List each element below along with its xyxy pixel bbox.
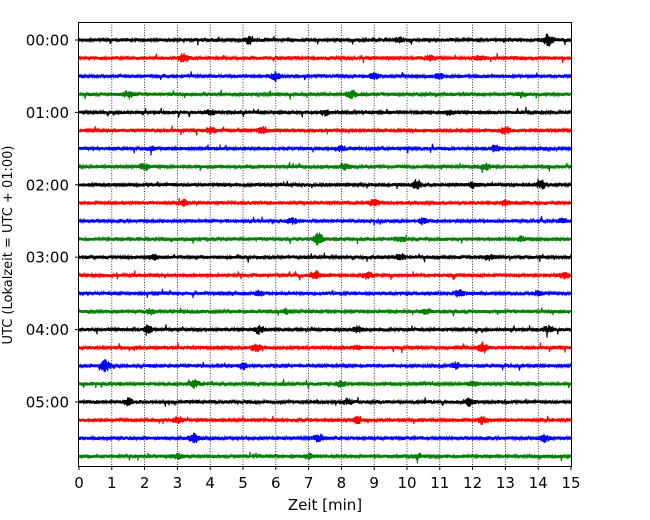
x-tick-label-2: 2 [140,474,150,492]
y-tick-label-0200: 02:00 [26,176,69,194]
x-tick-label-11: 11 [430,474,449,492]
x-tick-label-8: 8 [337,474,347,492]
trace-0130 [78,143,572,156]
trace-0515 [78,415,572,426]
trace-0445 [78,378,572,389]
trace-0030 [78,70,572,82]
y-tick-label-0400: 04:00 [26,321,69,339]
trace-0245 [78,232,572,246]
trace-0345 [78,307,572,317]
trace-0300 [78,252,572,263]
trace-0015 [78,52,572,63]
trace-0530 [78,432,572,444]
trace-0415 [78,341,572,354]
y-axis-label: UTC (Lokalzeit = UTC + 01:00) [1,146,16,345]
x-tick-label-9: 9 [369,474,379,492]
trace-0045 [78,89,572,100]
y-tick-label-0500: 05:00 [26,394,69,412]
trace-0200 [78,179,572,190]
trace-0215 [78,197,572,207]
trace-0000 [78,33,572,47]
trace-0100 [78,107,572,118]
x-tick-label-14: 14 [529,474,548,492]
trace-0400 [78,324,572,338]
x-tick-label-10: 10 [397,474,416,492]
y-tick-label-0000: 00:00 [26,32,69,50]
x-tick-label-4: 4 [205,474,215,492]
y-axis-ticks: 00:00 01:00 02:00 03:00 04:00 05:00 [26,32,79,412]
x-axis-label: Zeit [min] [288,496,362,514]
vertical-gridlines [111,22,539,466]
x-tick-label-7: 7 [304,474,314,492]
x-tick-label-5: 5 [238,474,248,492]
trace-0145 [78,161,572,174]
trace-0500 [78,397,572,408]
trace-0315 [78,270,572,281]
trace-0430 [78,359,572,373]
trace-0545 [78,451,572,464]
y-tick-label-0100: 01:00 [26,104,69,122]
plot-frame [78,22,572,467]
x-axis-ticks: 0 1 2 3 4 5 6 7 8 9 10 11 12 13 14 15 [74,466,581,492]
trace-0230 [78,216,572,226]
x-tick-label-15: 15 [561,474,580,492]
x-tick-label-0: 0 [74,474,84,492]
x-tick-label-13: 13 [496,474,515,492]
x-tick-label-3: 3 [173,474,183,492]
seismic-traces [78,33,572,464]
x-tick-label-12: 12 [463,474,482,492]
y-tick-label-0300: 03:00 [26,249,69,267]
trace-0115 [78,125,572,136]
trace-0330 [78,288,572,299]
x-tick-label-6: 6 [271,474,281,492]
x-tick-label-1: 1 [107,474,117,492]
